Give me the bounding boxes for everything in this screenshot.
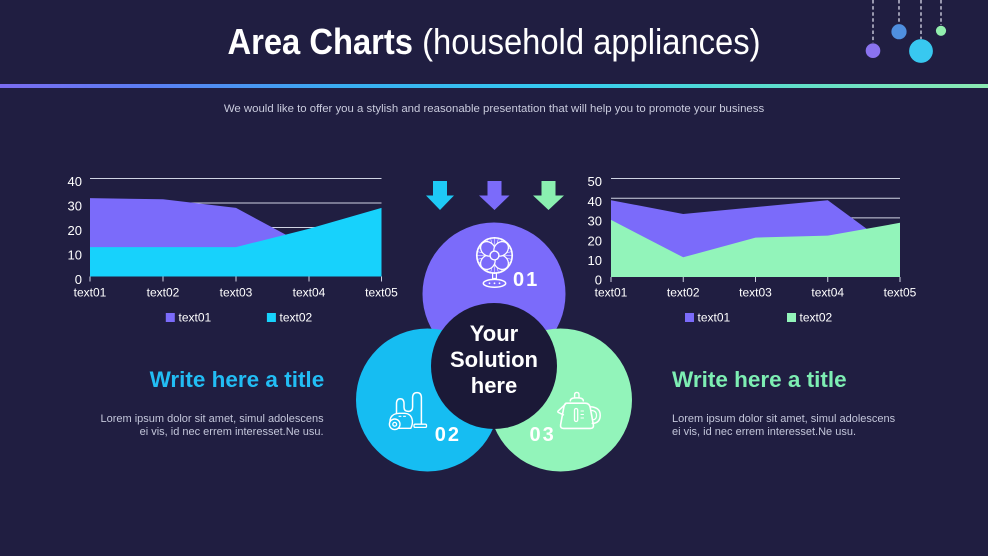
svg-text:text03: text03 [220,286,253,300]
svg-text:text05: text05 [884,286,917,300]
svg-text:40: 40 [588,194,602,209]
svg-text:0: 0 [595,273,602,288]
svg-text:text04: text04 [811,286,844,300]
svg-text:10: 10 [68,248,82,263]
svg-text:text04: text04 [293,286,326,300]
svg-text:text05: text05 [365,286,398,300]
svg-text:40: 40 [68,174,82,189]
svg-text:10: 10 [588,253,602,268]
svg-text:0: 0 [75,272,82,287]
svg-text:text02: text02 [667,286,700,300]
svg-text:text01: text01 [595,286,628,300]
svg-text:text03: text03 [739,286,772,300]
svg-text:30: 30 [68,199,82,214]
svg-text:text02: text02 [800,311,833,325]
svg-text:20: 20 [588,233,602,248]
svg-text:50: 50 [588,174,602,189]
svg-text:30: 30 [588,214,602,229]
svg-text:text02: text02 [280,311,313,325]
svg-text:text01: text01 [698,311,731,325]
svg-text:20: 20 [68,223,82,238]
svg-text:text01: text01 [179,311,212,325]
svg-text:text02: text02 [147,286,180,300]
svg-text:text01: text01 [74,286,107,300]
